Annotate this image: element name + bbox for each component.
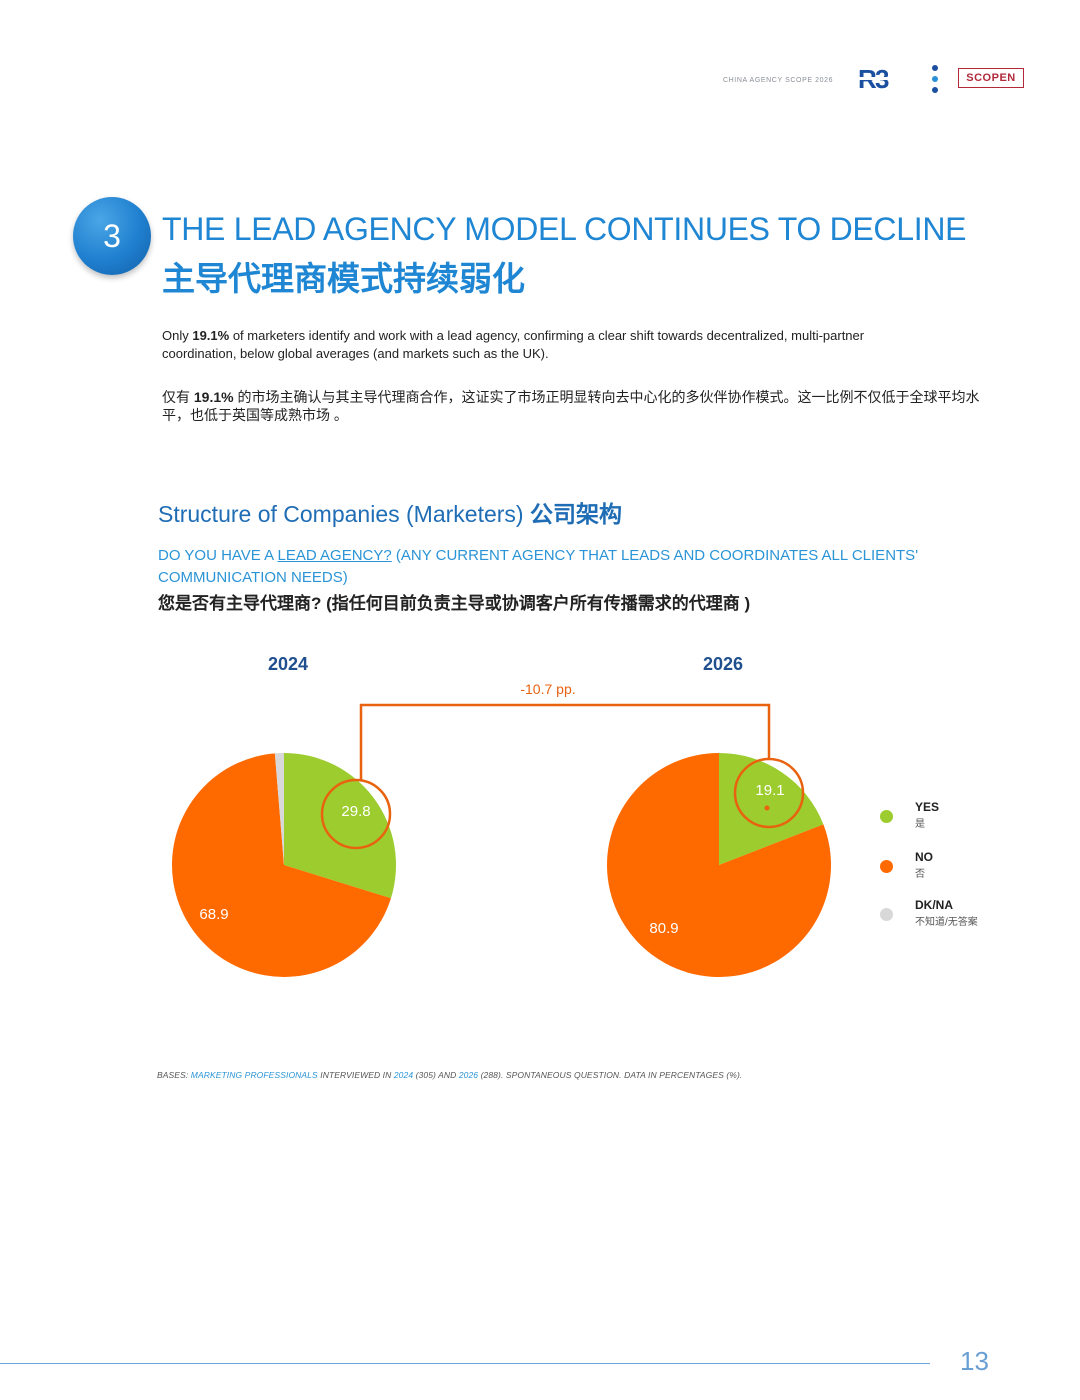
pie-2026-slice-yes xyxy=(719,753,824,865)
pie-2024-label-yes: 29.8 xyxy=(341,803,370,820)
question-lead-agency: LEAD AGENCY? xyxy=(277,547,392,564)
report-title: CHINA AGENCY SCOPE 2026 xyxy=(723,77,834,84)
chart-section-title-zh: 公司架构 xyxy=(529,501,622,527)
pie-2024-slice-yes xyxy=(284,753,397,899)
page-number: 13 xyxy=(960,1346,989,1376)
bases-text-7: (288). SPONTANEOUS QUESTION. DATA IN PER… xyxy=(478,1070,743,1080)
chart-section-title: Structure of Companies (Marketers) 公司架构 xyxy=(158,495,622,529)
legend-sublabel-dkna: 不知道/无答案 xyxy=(915,917,978,928)
change-label: -10.7 pp. xyxy=(520,681,575,697)
section-title-en: THE LEAD AGENCY MODEL CONTINUES TO DECLI… xyxy=(162,211,967,247)
question-pre: DO YOU HAVE A xyxy=(158,547,278,564)
legend-label-yes: YES xyxy=(915,800,940,814)
section-number-badge: 3 xyxy=(73,197,151,275)
intro-paragraph-zh: 仅有 19.1% 的市场主确认与其主导代理商合作，这证实了市场正明显转向去中心化… xyxy=(162,388,992,424)
pie-title-2026: 2026 xyxy=(703,654,743,674)
r3-logo: R 3 xyxy=(858,66,899,92)
legend-sublabel-no: 否 xyxy=(915,869,925,880)
pie-2026-slice-no xyxy=(607,753,831,977)
scopen-logo: SCOPEN xyxy=(958,68,1024,88)
bases-text-4: 2024 xyxy=(393,1070,414,1080)
survey-question-en: DO YOU HAVE A LEAD AGENCY? (ANY CURRENT … xyxy=(158,545,958,589)
footer-rule xyxy=(0,1363,930,1364)
bases-text-3: INTERVIEWED IN xyxy=(317,1070,394,1080)
intro-en-highlight: 19.1% xyxy=(192,328,230,343)
intro-zh-pre: 仅有 xyxy=(162,389,194,405)
change-connector-bracket xyxy=(359,703,771,780)
question-post: (ANY CURRENT AGENCY THAT LEADS AND COORD… xyxy=(158,547,919,586)
pie-2024-slice-dkna xyxy=(274,753,284,865)
legend-item-yes: YES 是 xyxy=(878,800,1018,850)
bases-text-2: MARKETING PROFESSIONALS xyxy=(190,1070,318,1080)
legend-swatch-yes xyxy=(880,810,893,823)
legend-label-dkna: DK/NA xyxy=(915,898,953,912)
legend-sublabel-yes: 是 xyxy=(915,819,925,830)
divider-dots-icon xyxy=(932,65,938,93)
legend: YES 是 NO 否 DK/NA 不知道/无答案 xyxy=(878,800,1018,938)
legend-label-no: NO xyxy=(915,850,933,864)
survey-question-zh: 您是否有主导代理商? (指任何目前负责主导或协调客户所有传播需求的代理商 ) xyxy=(158,594,751,613)
chart-section-title-en: Structure of Companies (Marketers) xyxy=(158,501,524,527)
bases-footnote: BASES: MARKETING PROFESSIONALS INTERVIEW… xyxy=(157,1070,742,1080)
intro-en-pre: Only xyxy=(162,328,193,343)
bases-text-1: BASES: xyxy=(157,1070,191,1080)
legend-swatch-no xyxy=(880,860,893,873)
pie-2026-label-no: 80.9 xyxy=(649,920,678,937)
section-title-zh: 主导代理商模式持续弱化 xyxy=(162,260,525,297)
pie-title-2024: 2024 xyxy=(268,654,308,674)
legend-swatch-dkna xyxy=(880,908,893,921)
legend-item-dkna: DK/NA 不知道/无答案 xyxy=(878,898,1018,938)
bases-text-6: 2026 xyxy=(458,1070,479,1080)
pie-2024-slice-no xyxy=(172,753,391,977)
pie-charts: 2024 29.8 68.9 2026 19.1 80.9 -10.7 pp. xyxy=(172,654,831,977)
intro-zh-post: 的市场主确认与其主导代理商合作，这证实了市场正明显转向去中心化的多伙伴协作模式。… xyxy=(162,389,980,423)
legend-item-no: NO 否 xyxy=(878,850,1018,898)
intro-en-post: of marketers identify and work with a le… xyxy=(162,328,865,361)
intro-paragraph-en: Only 19.1% of marketers identify and wor… xyxy=(162,327,942,363)
pie-2024-label-no: 68.9 xyxy=(199,906,228,923)
intro-zh-highlight: 19.1% xyxy=(193,389,234,405)
highlight-marker-dot xyxy=(764,805,770,811)
bases-text-5: (305) AND xyxy=(413,1070,459,1080)
pie-2026-label-yes: 19.1 xyxy=(755,782,784,799)
pie-2024-yes-highlight-ring xyxy=(320,778,392,850)
